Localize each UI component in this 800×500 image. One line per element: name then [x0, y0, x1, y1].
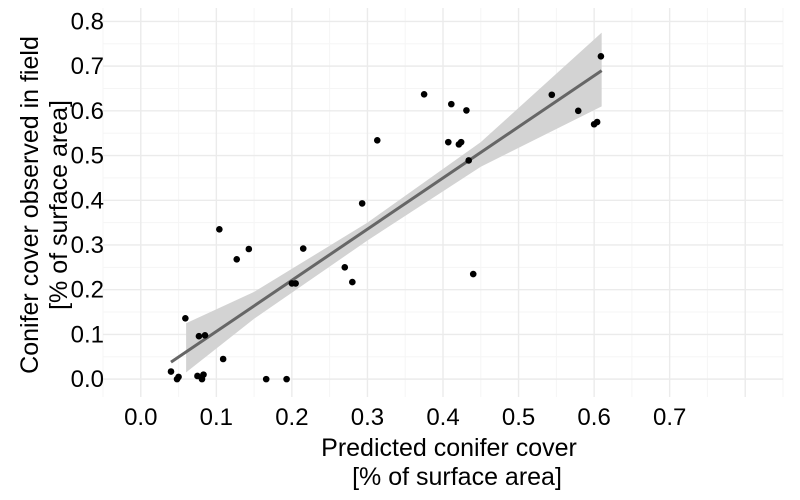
y-tick-label: 0.1 [71, 321, 104, 348]
data-point [593, 118, 601, 126]
y-tick-label: 0.4 [71, 187, 104, 214]
y-axis-title: Conifer cover observed in field [% of su… [16, 36, 73, 374]
data-points [167, 52, 605, 383]
data-point [469, 270, 477, 278]
x-tick-label: 0.0 [124, 404, 157, 431]
x-tick-label: 0.3 [351, 404, 384, 431]
fit-line-layer [170, 69, 603, 364]
x-tick-label: 0.6 [577, 404, 610, 431]
data-point [262, 375, 270, 383]
y-tick-label: 0.2 [71, 277, 104, 304]
data-point [349, 278, 356, 286]
regression-line [170, 69, 603, 364]
data-point [245, 245, 253, 253]
data-point [167, 368, 175, 375]
data-point [175, 373, 182, 381]
data-point [358, 200, 366, 207]
data-point [465, 157, 472, 164]
y-tick-label: 0.0 [71, 366, 104, 393]
data-point [448, 100, 455, 108]
y-tick-label: 0.6 [71, 98, 104, 125]
data-point [444, 138, 452, 146]
y-tick-label: 0.7 [71, 53, 104, 80]
x-tick-label: 0.2 [275, 404, 308, 431]
data-point [420, 90, 428, 98]
data-point [457, 138, 465, 146]
x-axis-ticks: 0.0 0.1 0.2 0.3 0.4 0.5 0.6 0.7 [124, 404, 686, 431]
major-gridlines [103, 8, 783, 397]
x-tick-label: 0.5 [502, 404, 535, 431]
x-axis-title-line-2: [% of surface area] [352, 463, 562, 491]
data-point [574, 107, 582, 115]
data-point [463, 107, 470, 114]
x-tick-label: 0.1 [200, 404, 233, 431]
data-point [597, 52, 605, 60]
data-point [233, 255, 241, 263]
data-point [373, 137, 381, 144]
data-point [299, 245, 307, 252]
data-point [195, 332, 203, 340]
x-tick-label: 0.4 [426, 404, 459, 431]
y-axis-title-line-2: [% of surface area] [45, 100, 73, 310]
data-point [200, 371, 207, 378]
y-tick-label: 0.5 [71, 143, 104, 170]
data-point [201, 331, 209, 339]
data-point [216, 226, 223, 233]
x-tick-label: 0.7 [653, 404, 686, 431]
confidence-band-layer [186, 32, 602, 373]
data-point [548, 91, 556, 99]
y-tick-label: 0.3 [71, 232, 104, 259]
data-point [182, 315, 189, 322]
y-axis-title-line-1: Conifer cover observed in field [16, 36, 44, 374]
confidence-band [186, 32, 602, 373]
data-point [283, 375, 290, 383]
y-axis-ticks: 0.0 0.1 0.2 0.3 0.4 0.5 0.6 0.7 0.8 [71, 8, 104, 393]
data-point [341, 264, 349, 271]
x-axis-title-line-1: Predicted conifer cover [321, 434, 577, 462]
y-tick-label: 0.8 [71, 8, 104, 35]
data-point [292, 280, 299, 287]
data-point [219, 355, 227, 363]
